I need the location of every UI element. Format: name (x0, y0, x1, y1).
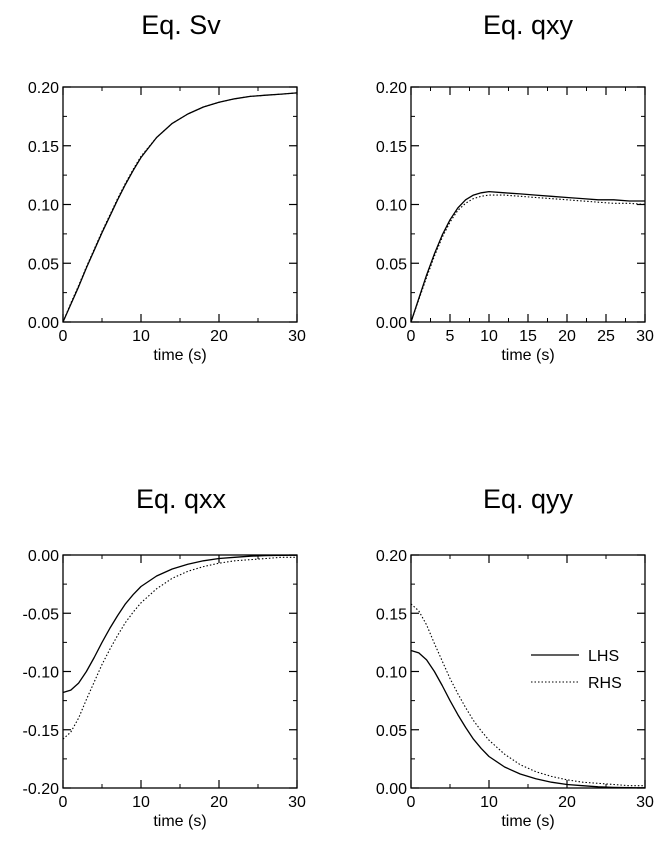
y-tick-label: 0.15 (28, 139, 59, 156)
y-tick-label: 0.10 (28, 198, 59, 215)
x-tick-label: 25 (597, 328, 615, 345)
x-tick-label: 10 (132, 794, 150, 811)
y-tick-label: 0.00 (376, 315, 407, 332)
series-line-dotted (410, 603, 645, 787)
series-line-solid (410, 190, 645, 323)
x-tick-label: 20 (210, 328, 228, 345)
series-line-dotted (62, 556, 297, 740)
y-tick-label: -0.05 (23, 606, 60, 623)
chart-title: Eq. Sv (141, 10, 221, 40)
x-tick-label: 0 (407, 328, 416, 345)
y-tick-label: -0.15 (23, 723, 60, 740)
legend: LHS RHS (531, 648, 622, 692)
x-tick-label: 5 (446, 328, 455, 345)
x-tick-label: 0 (59, 794, 68, 811)
x-axis-label: time (s) (501, 347, 554, 364)
x-axis-label: time (s) (153, 347, 206, 364)
x-tick-label: 30 (636, 794, 654, 811)
x-axis-label: time (s) (153, 813, 206, 830)
x-tick-label: 30 (636, 328, 654, 345)
y-tick-label: 0.05 (28, 256, 59, 273)
chart-title: Eq. qxy (483, 10, 574, 40)
y-tick-label: 0.15 (376, 139, 407, 156)
x-tick-label: 0 (59, 328, 68, 345)
x-tick-label: 0 (407, 794, 416, 811)
y-tick-label: 0.00 (28, 548, 59, 565)
x-tick-label: 10 (480, 794, 498, 811)
plot-frame (62, 86, 298, 323)
x-tick-label: 20 (558, 794, 576, 811)
plot-frame (62, 554, 298, 789)
y-tick-label: 0.15 (376, 606, 407, 623)
plot-frame (410, 86, 646, 323)
x-tick-label: 30 (288, 328, 306, 345)
chart-panel-2: Eq. qxy 0 5 10 15 20 25 30 0.00 0.05 0.10 0.15 0.20 t… (376, 10, 654, 364)
plot-frame (410, 554, 646, 789)
chart-title: Eq. qyy (483, 484, 574, 514)
y-tick-label: -0.10 (23, 665, 60, 682)
y-tick-label: 0.20 (376, 548, 407, 565)
y-tick-label: 0.10 (376, 665, 407, 682)
x-tick-label: 10 (480, 328, 498, 345)
x-tick-label: 15 (519, 328, 537, 345)
series-line-dotted (62, 92, 298, 323)
chart-panel-3: Eq. qxx 0 10 20 30 -0.20 -0.15 -0.10 -0.05 0.00 ti… (23, 484, 306, 830)
y-tick-label: 0.05 (376, 256, 407, 273)
chart-title: Eq. qxx (136, 484, 227, 514)
y-tick-label: 0.05 (376, 723, 407, 740)
series-line-solid (62, 554, 298, 694)
y-tick-label: 0.10 (376, 198, 407, 215)
series-line-solid (62, 92, 298, 323)
y-tick-label: -0.20 (23, 781, 60, 798)
x-axis-label: time (s) (501, 813, 554, 830)
chart-panel-1: Eq. Sv 0 10 20 30 0.00 0.05 0.10 0.15 0.20 time (s… (28, 10, 306, 364)
series-line-dotted (410, 194, 646, 323)
x-tick-label: 10 (132, 328, 150, 345)
y-tick-label: 0.00 (28, 315, 59, 332)
y-tick-label: 0.20 (28, 80, 59, 97)
y-tick-label: 0.00 (376, 781, 407, 798)
y-tick-label: 0.20 (376, 80, 407, 97)
chart-panel-4: Eq. qyy 0 10 20 30 0.00 0.05 0.10 0.15 0.20 time (… (376, 484, 654, 830)
legend-label: RHS (588, 675, 622, 692)
series-line-solid (410, 649, 646, 789)
x-tick-label: 20 (558, 328, 576, 345)
legend-label: LHS (588, 648, 619, 665)
x-tick-label: 20 (210, 794, 228, 811)
x-tick-label: 30 (288, 794, 306, 811)
